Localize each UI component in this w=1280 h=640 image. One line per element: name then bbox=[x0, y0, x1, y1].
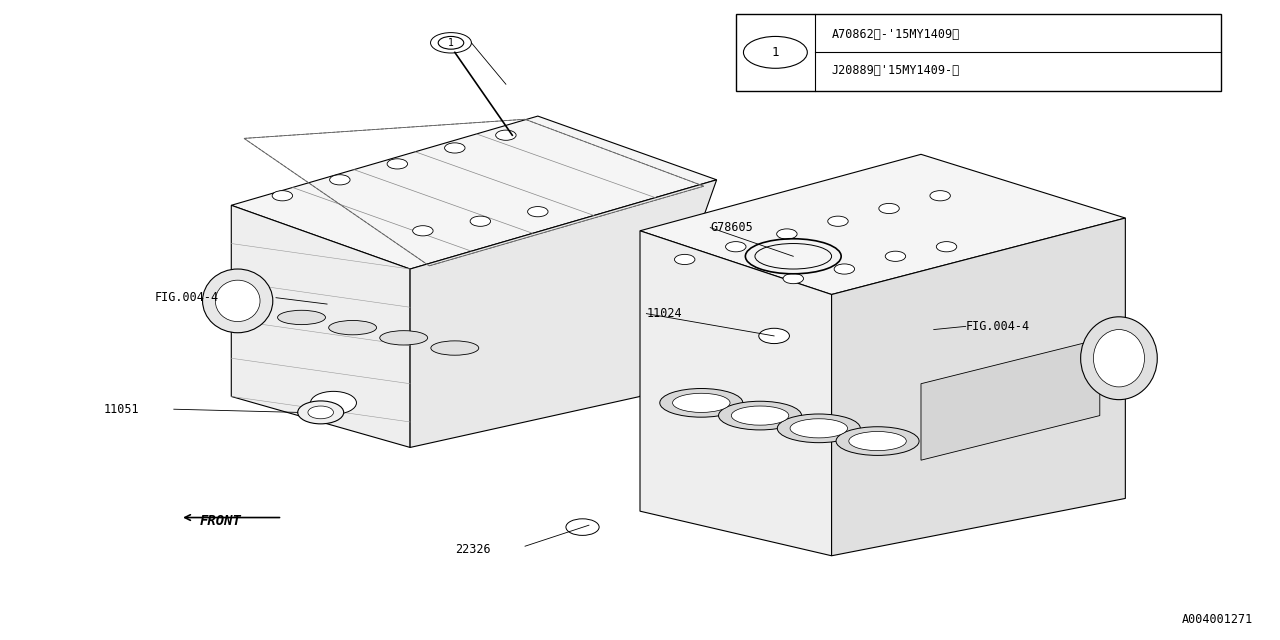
Text: FRONT: FRONT bbox=[200, 514, 241, 528]
Polygon shape bbox=[232, 116, 717, 269]
Ellipse shape bbox=[1080, 317, 1157, 399]
Circle shape bbox=[879, 204, 900, 214]
Ellipse shape bbox=[659, 388, 742, 417]
Circle shape bbox=[835, 264, 855, 274]
Ellipse shape bbox=[777, 414, 860, 443]
Text: FIG.004-4: FIG.004-4 bbox=[965, 320, 1030, 333]
Text: 11051: 11051 bbox=[104, 403, 140, 416]
Ellipse shape bbox=[380, 331, 428, 345]
Circle shape bbox=[566, 519, 599, 536]
Circle shape bbox=[495, 130, 516, 140]
Ellipse shape bbox=[836, 427, 919, 456]
Text: FIG.004-4: FIG.004-4 bbox=[155, 291, 219, 304]
Ellipse shape bbox=[278, 310, 325, 324]
Polygon shape bbox=[232, 205, 410, 447]
Circle shape bbox=[470, 216, 490, 227]
Ellipse shape bbox=[215, 280, 260, 321]
Circle shape bbox=[726, 242, 746, 252]
Ellipse shape bbox=[849, 431, 906, 451]
Circle shape bbox=[308, 406, 334, 419]
Text: 1: 1 bbox=[772, 46, 780, 59]
Circle shape bbox=[444, 143, 465, 153]
Circle shape bbox=[744, 36, 808, 68]
Text: G78605: G78605 bbox=[710, 221, 753, 234]
Circle shape bbox=[298, 401, 344, 424]
Text: J20889（'15MY1409-）: J20889（'15MY1409-） bbox=[832, 64, 960, 77]
Circle shape bbox=[311, 392, 356, 414]
Circle shape bbox=[412, 226, 433, 236]
Polygon shape bbox=[922, 339, 1100, 460]
Circle shape bbox=[777, 229, 797, 239]
Circle shape bbox=[387, 159, 407, 169]
Circle shape bbox=[936, 242, 956, 252]
Ellipse shape bbox=[731, 406, 788, 425]
Text: 11024: 11024 bbox=[646, 307, 682, 320]
Circle shape bbox=[527, 207, 548, 217]
Ellipse shape bbox=[672, 394, 730, 412]
Text: A70862（-'15MY1409）: A70862（-'15MY1409） bbox=[832, 28, 960, 40]
Polygon shape bbox=[640, 154, 1125, 294]
Ellipse shape bbox=[1093, 330, 1144, 387]
Ellipse shape bbox=[431, 341, 479, 355]
Ellipse shape bbox=[718, 401, 801, 430]
Ellipse shape bbox=[329, 321, 376, 335]
Circle shape bbox=[931, 191, 950, 201]
Text: 1: 1 bbox=[448, 38, 454, 48]
Ellipse shape bbox=[790, 419, 847, 438]
Text: 22326: 22326 bbox=[454, 543, 490, 556]
Circle shape bbox=[783, 273, 804, 284]
Polygon shape bbox=[640, 231, 832, 556]
FancyBboxPatch shape bbox=[736, 14, 1221, 91]
Circle shape bbox=[828, 216, 849, 227]
Ellipse shape bbox=[202, 269, 273, 333]
Circle shape bbox=[273, 191, 293, 201]
Circle shape bbox=[886, 251, 906, 261]
Polygon shape bbox=[410, 180, 717, 447]
Circle shape bbox=[330, 175, 349, 185]
Circle shape bbox=[675, 254, 695, 264]
Circle shape bbox=[759, 328, 790, 344]
Text: A004001271: A004001271 bbox=[1181, 613, 1253, 626]
Circle shape bbox=[438, 36, 463, 49]
Polygon shape bbox=[832, 218, 1125, 556]
